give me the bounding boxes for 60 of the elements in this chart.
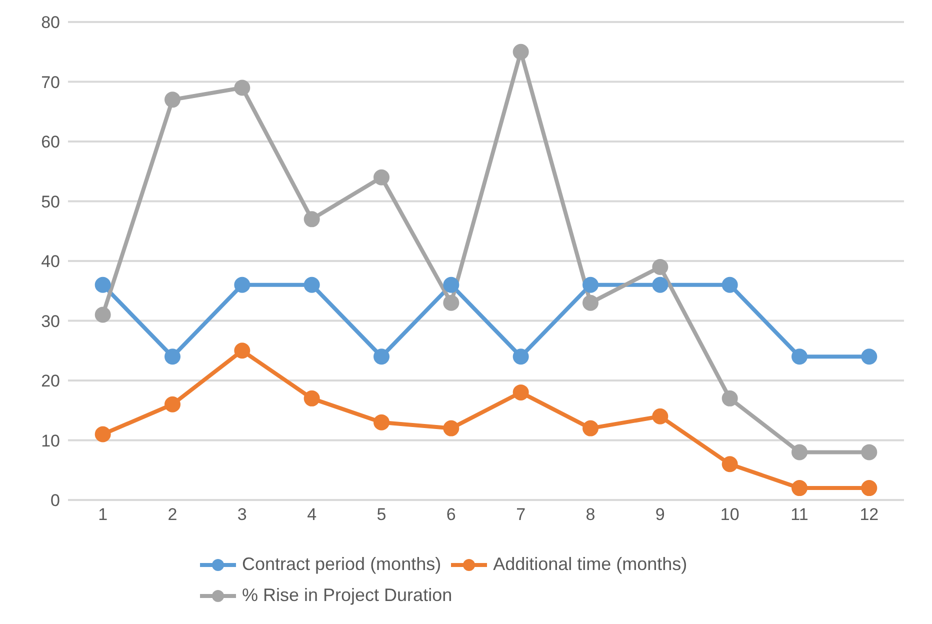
x-tick-label: 3	[237, 505, 247, 524]
x-tick-label: 12	[860, 505, 879, 524]
point	[582, 276, 598, 293]
y-tick-label: 20	[41, 372, 60, 391]
x-tick-label: 4	[307, 505, 317, 524]
point	[94, 426, 111, 442]
point	[792, 480, 808, 496]
point	[164, 396, 180, 412]
point	[304, 390, 320, 406]
legend-label: Additional time (months)	[492, 554, 688, 575]
y-tick-label: 80	[41, 13, 60, 32]
point	[164, 92, 180, 108]
point	[512, 348, 529, 365]
y-tick-label: 10	[41, 431, 60, 450]
legend-label: Contract period (months)	[241, 554, 442, 575]
point	[374, 169, 390, 186]
x-tick-label: 7	[516, 505, 526, 524]
y-tick-label: 30	[41, 312, 60, 331]
point	[652, 408, 668, 424]
point	[234, 80, 250, 96]
point	[861, 348, 878, 365]
y-tick-label: 50	[41, 192, 60, 212]
y-tick-label: 40	[41, 252, 60, 272]
point	[652, 258, 668, 275]
point	[582, 294, 598, 311]
point	[304, 211, 320, 228]
point	[652, 276, 668, 293]
legend-label: % Rise in Project Duration	[241, 585, 452, 606]
point	[374, 414, 390, 430]
point	[234, 342, 250, 359]
point	[722, 456, 738, 472]
point	[722, 276, 738, 293]
y-tick-label: 70	[41, 72, 60, 92]
x-tick-label: 5	[376, 505, 386, 524]
point	[722, 390, 738, 406]
point	[792, 348, 808, 365]
x-tick-label: 9	[655, 505, 665, 524]
point	[234, 276, 250, 293]
point	[374, 348, 390, 365]
point	[443, 420, 460, 436]
point	[304, 276, 320, 293]
point	[512, 44, 529, 60]
x-tick-label: 1	[98, 505, 108, 524]
y-tick-label: 0	[50, 491, 60, 510]
x-tick-label: 11	[790, 505, 808, 524]
point	[94, 276, 111, 293]
x-tick-label: 10	[720, 505, 740, 524]
point	[94, 306, 111, 323]
point	[164, 348, 180, 365]
point	[792, 444, 808, 460]
x-tick-label: 2	[168, 505, 178, 524]
x-tick-label: 6	[446, 505, 456, 524]
point	[861, 444, 878, 460]
y-tick-label: 60	[41, 132, 60, 152]
point	[443, 294, 460, 311]
point	[582, 420, 598, 436]
point	[512, 384, 529, 400]
point	[861, 480, 878, 496]
x-tick-label: 8	[586, 505, 596, 524]
point	[443, 276, 460, 293]
